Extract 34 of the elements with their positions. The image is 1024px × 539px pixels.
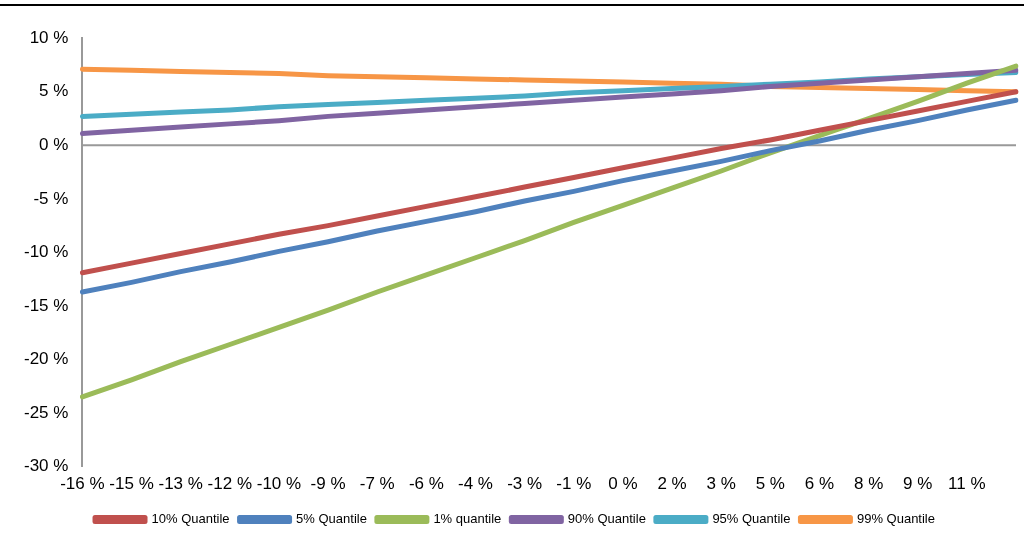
x-tick-label: -10 % <box>256 474 302 494</box>
x-tick-label: 11 % <box>948 474 986 494</box>
x-tick-label: -7 % <box>359 474 395 494</box>
x-tick-label: -4 % <box>458 474 493 494</box>
x-tick-label: -9 % <box>310 474 346 494</box>
legend-label: 5% Quantile <box>296 511 367 527</box>
x-tick-label: -3 % <box>507 474 543 494</box>
legend-label: 10% Quantile <box>151 511 230 527</box>
y-tick-label: -10 % <box>23 242 69 262</box>
legend-label: 99% Quantile <box>856 511 935 527</box>
x-tick-label: 6 % <box>804 474 835 494</box>
y-tick-label: 0 % <box>39 134 69 154</box>
x-tick-label: 3 % <box>706 474 736 494</box>
x-tick-label: 8 % <box>853 474 884 494</box>
legend-label: 90% Quantile <box>567 511 646 527</box>
y-tick-label: -5 % <box>33 188 69 208</box>
x-tick-label: 2 % <box>657 474 687 494</box>
x-tick-label: -6 % <box>408 474 444 494</box>
x-tick-label: 0 % <box>608 474 638 494</box>
y-tick-label: 10 % <box>29 27 69 47</box>
y-tick-label: -30 % <box>23 456 69 476</box>
x-tick-label: -16 % <box>60 474 105 494</box>
x-tick-label: -1 % <box>556 474 592 494</box>
x-tick-label: 5 % <box>755 474 785 494</box>
y-tick-label: -15 % <box>23 295 69 315</box>
x-tick-label: -15 % <box>109 474 154 494</box>
x-tick-label: 9 % <box>903 474 933 494</box>
legend-label: 1% quantile <box>433 511 502 527</box>
x-tick-label: -12 % <box>207 474 253 494</box>
x-tick-label: -13 % <box>158 474 203 494</box>
legend-label: 95% Quantile <box>712 511 791 527</box>
y-tick-label: -25 % <box>23 402 69 422</box>
y-tick-label: 5 % <box>39 81 69 101</box>
y-tick-label: -20 % <box>23 349 69 369</box>
